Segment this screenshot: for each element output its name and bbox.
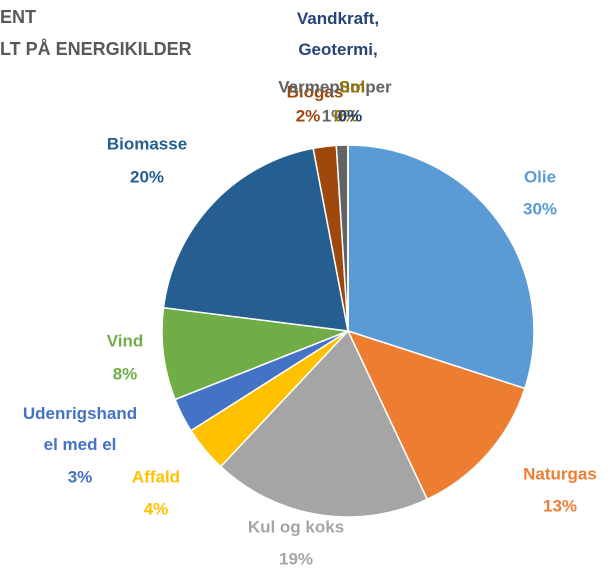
slice-label: Kul og koks <box>248 517 344 536</box>
slice-value-label: 1% <box>322 106 347 125</box>
slice-label: Biogas <box>287 82 344 101</box>
pie-slice <box>219 329 429 518</box>
slice-value-label: 0% <box>334 106 359 125</box>
pie-slice <box>346 329 526 501</box>
slice-label: Biomasse <box>107 134 187 153</box>
slice-label: Varmepumper <box>278 77 392 96</box>
slice-value-label: 19% <box>279 549 313 568</box>
slice-value-label: 13% <box>543 496 577 515</box>
slice-label: Sol <box>339 77 365 96</box>
pie-slice <box>347 144 535 390</box>
slice-value-label: 0% <box>338 106 363 125</box>
slice-label: Vandkraft, Geotermi, <box>297 9 379 59</box>
slice-value-label: 2% <box>296 106 321 125</box>
slice-value-label: 20% <box>130 167 164 186</box>
pie-slice <box>162 147 349 332</box>
slice-label: Naturgas <box>523 464 597 483</box>
slice-label: Vind <box>107 331 144 350</box>
slice-label: Affald <box>132 467 180 486</box>
slice-value-label: 4% <box>144 499 169 518</box>
pie-slice <box>161 306 349 401</box>
slice-label: Olie <box>524 167 556 186</box>
slice-value-label: 8% <box>113 364 138 383</box>
slice-value-label: 3% <box>68 467 93 486</box>
slice-value-label: 30% <box>523 199 557 218</box>
chart-title: ENT <box>0 7 36 27</box>
slice-label: Udenrigshand el med el <box>23 404 137 454</box>
chart-title: LT PÅ ENERGIKILDER <box>0 39 192 59</box>
